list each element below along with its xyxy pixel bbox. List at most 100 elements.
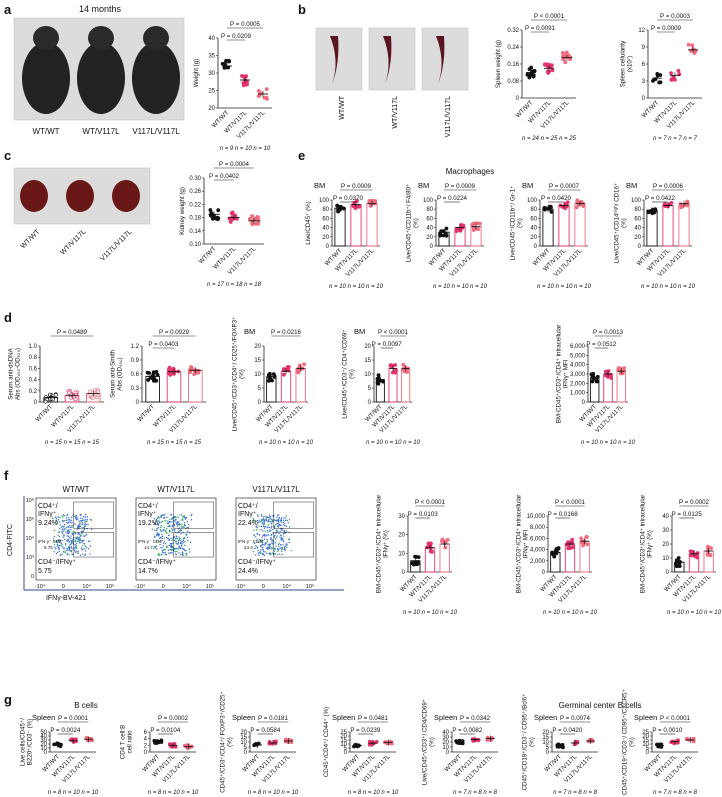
macrophage-chart-3-tick-label: 0: [638, 244, 642, 250]
flow-event: [162, 529, 164, 531]
flow-event: [277, 518, 280, 520]
kidney-organ: [112, 180, 140, 212]
flow-event: [159, 521, 161, 524]
serum-chart-2-point: [295, 370, 300, 375]
flow-event: [63, 551, 65, 553]
flow-event: [182, 519, 184, 521]
spleen-chart-6-pval: P = 0.0010: [652, 727, 683, 734]
flow-event: [55, 548, 57, 550]
macrophage-chart-3-n-label: n = 10 n = 10 n = 10: [641, 284, 696, 290]
flow-event: [62, 530, 64, 533]
flow-event: [64, 528, 66, 530]
flow-event: [62, 521, 64, 523]
flow-event: [159, 528, 162, 531]
flow-event: [173, 525, 176, 527]
flow-event: [162, 552, 165, 554]
macrophage-chart-3-point: [651, 210, 656, 215]
spleen-chart-0-point: [52, 742, 57, 747]
macrophage-chart-3-point: [646, 210, 651, 215]
flow-event: [268, 516, 270, 519]
flow-event: [269, 545, 271, 548]
flow-event: [181, 543, 183, 545]
ifng-chart-1-tick-label: 4,000: [530, 548, 546, 554]
flow-event: [261, 552, 264, 554]
flow-event: [158, 520, 160, 522]
spleen-chart-0-pval: P = 0.0024: [50, 727, 81, 734]
ifng-chart-0-point: [443, 545, 448, 550]
flow-event: [287, 538, 290, 541]
flow-event: [278, 532, 280, 535]
flow-event: [288, 541, 291, 544]
mouse-label: WT/WT: [32, 127, 59, 136]
serum-chart-4-point: [622, 366, 626, 370]
flow-event: [278, 523, 281, 526]
flow-event: [89, 545, 92, 547]
spleen-chart-2-ylabel-line: CD45⁺/CD3⁺/CD4⁺/ FOXP3⁺/CD25⁺: [220, 691, 227, 793]
flow-event: [177, 516, 179, 518]
flow-event: [281, 550, 283, 552]
spleen-chart-5-n-label: n = 7 n = 8 n = 8: [553, 790, 598, 796]
serum-chart-3-point: [401, 362, 406, 367]
flow-event: [83, 548, 85, 550]
flow-event: [80, 520, 82, 522]
macrophage-chart-0-tick-label: 40: [322, 226, 329, 232]
serum-chart-0-point: [92, 388, 97, 393]
serum-chart-3-ylabel-line: Live/CD45⁺/CD3⁺/ CD4⁺/CD69⁺: [342, 329, 349, 418]
flow-xtick: 10⁵: [206, 583, 214, 590]
flow-event: [264, 542, 266, 544]
flow-event: [157, 527, 160, 529]
spleen-chart-3-tag: Spleen: [332, 713, 355, 722]
flow-event: [283, 530, 285, 533]
macrophage-chart-1-ylabel-line: Live/CD45⁺/CD11b⁺/ F4/80⁺: [406, 184, 413, 262]
flow-event: [255, 545, 257, 547]
spleen-chart-4-n-label: n = 7 n = 8 n = 8: [453, 790, 498, 796]
serum-chart-1-point: [146, 378, 151, 382]
serum-chart-1-point: [192, 372, 197, 377]
macrophage-chart-2-ylabel-line: (%): [517, 218, 524, 228]
spleen-chart-6-tag: Spleen: [634, 713, 657, 722]
cellularity-chart-point: [655, 72, 660, 76]
flow-event: [66, 547, 68, 550]
flow-event: [170, 537, 172, 540]
flow-event: [74, 541, 76, 543]
macrophage-chart-3-tag: BM: [626, 181, 637, 190]
flow-event: [171, 548, 173, 551]
flow-event: [167, 522, 170, 525]
flow-event: [180, 541, 182, 544]
spleen-label: WT/V117L: [392, 96, 399, 129]
flow-event: [260, 521, 262, 523]
flow-event: [274, 519, 276, 522]
flow-xtick: 0: [62, 584, 65, 590]
flow-event: [74, 551, 77, 553]
weight-chart-tick-label: 40: [208, 36, 215, 42]
kidney-weight-chart-tick-label: 0.10: [189, 242, 201, 248]
flow-event: [181, 518, 184, 520]
spleen-chart-6-tick-label: 10: [642, 742, 649, 748]
flow-event: [162, 514, 164, 516]
flow-event: [62, 525, 64, 527]
serum-chart-0-point: [53, 393, 58, 397]
kidney-photo: [13, 167, 151, 225]
flow-event: [160, 530, 163, 533]
flow-event: [84, 518, 86, 521]
flow-event: [279, 536, 281, 538]
macrophage-chart-0-tick-label: 60: [322, 216, 329, 222]
quadrant-label: CD4⁺/: [238, 503, 258, 510]
cellularity-chart-tick-label: 12: [638, 28, 645, 34]
flow-event: [272, 552, 274, 554]
flow-event: [61, 532, 64, 534]
flow-event: [267, 544, 270, 546]
serum-chart-4-n-label: n = 10 n = 10 n = 10: [581, 440, 636, 446]
flow-event: [58, 539, 61, 542]
flow-event: [271, 526, 273, 528]
serum-chart-1-group-label: WT/WT: [136, 403, 156, 423]
flow-event: [83, 543, 85, 545]
serum-chart-3-pval: P = 0.0097: [372, 341, 403, 348]
flow-event: [58, 548, 60, 550]
ifng-chart-0-point: [413, 554, 417, 559]
flow-event: [157, 534, 159, 536]
serum-chart-3-tick-label: 20: [364, 344, 371, 350]
flow-event: [76, 537, 78, 539]
